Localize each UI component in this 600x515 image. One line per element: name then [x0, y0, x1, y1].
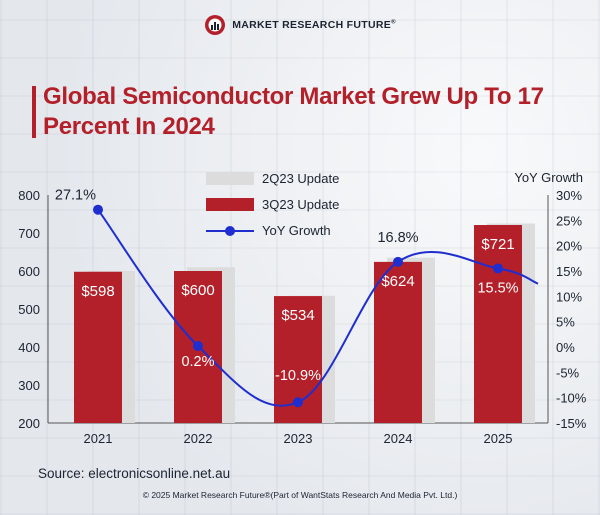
x-tick-label: 2021	[84, 431, 113, 446]
y-tick-label-left: 500	[18, 302, 40, 317]
source-note: Source: electronicsonline.net.au	[38, 466, 231, 481]
yoy-growth-label: 27.1%	[55, 188, 96, 204]
copyright-note: © 2025 Market Research Future®(Part of W…	[142, 490, 458, 500]
y-tick-label-left: 300	[18, 378, 40, 393]
bar-3q23	[374, 261, 422, 423]
legend-swatch-2q23	[206, 172, 254, 185]
y-tick-label-right: -5%	[556, 365, 580, 380]
yoy-growth-label: 16.8%	[377, 230, 418, 246]
yoy-growth-point	[193, 340, 203, 351]
y-tick-label-right: -15%	[556, 416, 587, 431]
legend-label-2q23: 2Q23 Update	[262, 171, 339, 186]
y-tick-label-left: 800	[18, 188, 40, 203]
title-accent-bar	[32, 86, 36, 138]
y-axis-right-title: YoY Growth	[514, 170, 583, 185]
y-tick-label-right: 5%	[556, 315, 575, 330]
yoy-growth-point	[93, 204, 103, 215]
legend-label-3q23: 3Q23 Update	[262, 197, 339, 212]
y-tick-label-right: 20%	[556, 239, 582, 254]
x-tick-label: 2024	[384, 431, 413, 446]
chart-title: Global Semiconductor Market Grew Up To 1…	[43, 83, 544, 140]
legend-label-yoy: YoY Growth	[262, 223, 331, 238]
y-tick-label-right: 30%	[556, 188, 582, 203]
yoy-growth-point	[293, 397, 303, 408]
y-tick-label-right: 0%	[556, 340, 575, 355]
y-tick-label-right: 10%	[556, 289, 582, 304]
bar-3q23	[474, 225, 522, 423]
bar-value-label: $598	[81, 283, 114, 300]
header: MARKET RESEARCH FUTURE®	[0, 14, 600, 36]
y-tick-label-left: 400	[18, 340, 40, 355]
yoy-growth-point	[493, 263, 503, 274]
yoy-growth-label: -10.9%	[275, 368, 321, 384]
y-tick-label-left: 600	[18, 264, 40, 279]
y-tick-label-right: 15%	[556, 264, 582, 279]
brand-name: MARKET RESEARCH FUTURE®	[232, 19, 396, 31]
logo-icon	[205, 15, 226, 35]
y-tick-label-left: 200	[18, 416, 40, 431]
legend-swatch-yoy-point	[225, 226, 235, 236]
bar-value-label: $600	[181, 282, 214, 299]
yoy-growth-label: 0.2%	[181, 354, 214, 370]
bar-value-label: $534	[281, 307, 314, 324]
x-tick-label: 2022	[184, 431, 213, 446]
yoy-growth-point	[393, 256, 403, 267]
x-tick-label: 2025	[484, 431, 513, 446]
y-tick-label-right: 25%	[556, 213, 582, 228]
yoy-growth-label: 15.5%	[477, 280, 518, 296]
x-tick-label: 2023	[284, 431, 313, 446]
bar-value-label: $624	[381, 273, 414, 290]
bar-value-label: $721	[481, 236, 514, 253]
y-tick-label-right: -10%	[556, 391, 587, 406]
bar-3q23	[74, 271, 122, 423]
y-tick-label-left: 700	[18, 226, 40, 241]
legend-swatch-3q23	[206, 198, 254, 211]
